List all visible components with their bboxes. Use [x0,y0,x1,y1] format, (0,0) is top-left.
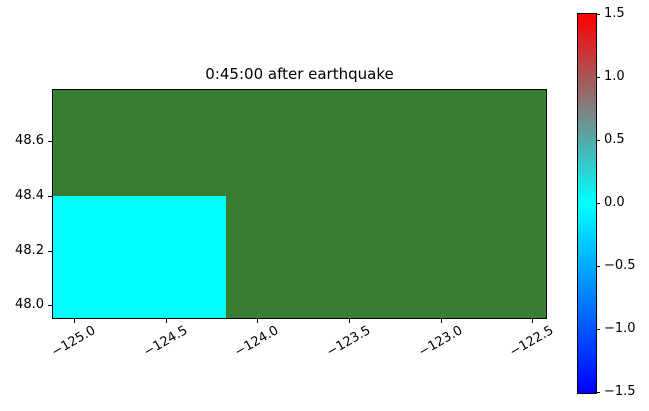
colorbar-tick-mark [596,202,600,204]
colorbar-tick-label: 1.0 [604,68,625,84]
x-tick-label: −122.5 [507,323,557,361]
x-tick-label: −123.5 [324,323,374,361]
colorbar-tick-label: −0.5 [604,257,636,273]
y-tick-mark [48,250,52,252]
x-tick-mark [349,319,350,323]
colorbar [577,13,597,394]
colorbar-tick-label: 0.0 [604,194,625,210]
y-tick-mark [48,195,52,197]
x-tick-mark [74,319,75,323]
x-tick-mark [257,319,259,323]
colorbar-tick-label: −1.5 [604,383,636,399]
plot-area [52,89,547,319]
x-tick-mark [532,319,534,323]
x-tick-mark [165,319,167,323]
colorbar-tick-mark [596,76,600,78]
colorbar-tick-mark [596,265,600,267]
colorbar-tick-label: 1.5 [604,5,625,21]
y-tick-label: 48.0 [15,297,44,313]
colorbar-tick-mark [596,391,600,393]
colorbar-tick-mark [596,328,600,330]
x-tick-mark [440,319,442,323]
colorbar-tick-label: −1.0 [604,320,636,336]
y-tick-mark [48,141,52,143]
x-tick-label: −124.5 [140,323,190,361]
x-tick-label: −124.0 [232,323,282,361]
colorbar-tick-mark [596,13,600,15]
chart-title: 0:45:00 after earthquake [205,65,394,83]
y-tick-label: 48.2 [15,242,44,258]
y-tick-label: 48.6 [15,133,44,149]
y-tick-mark [48,305,52,307]
x-tick-label: −125.0 [49,323,99,361]
colorbar-tick-label: 0.5 [604,131,625,147]
colorbar-tick-mark [596,139,600,141]
x-tick-label: −123.0 [415,323,465,361]
heatmap-cell-region [53,195,227,318]
y-tick-label: 48.4 [15,187,44,203]
